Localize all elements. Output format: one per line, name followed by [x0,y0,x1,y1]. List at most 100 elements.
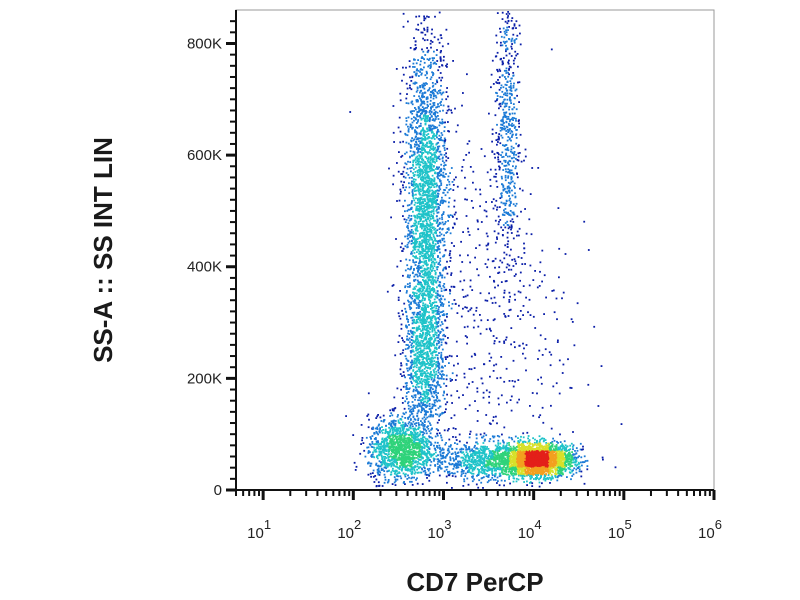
event-point [411,295,414,297]
event-point [367,473,370,476]
event-point [422,307,425,310]
event-point [420,215,423,218]
event-point [418,245,421,247]
event-point [426,171,429,174]
event-point [403,456,406,459]
event-point [428,242,431,245]
event-point [410,465,412,468]
event-point [569,448,572,451]
event-point [369,472,372,475]
event-point [443,390,445,393]
event-point [422,276,425,279]
event-point [421,295,424,298]
event-point [425,432,428,435]
event-point [414,257,417,259]
event-point [430,295,433,298]
event-point [454,107,456,110]
event-point [400,452,403,455]
event-point [399,99,402,102]
event-point [443,144,446,147]
event-point [424,325,427,328]
event-point [432,205,434,208]
event-point [431,356,434,359]
event-point [407,318,409,321]
event-point [419,184,422,187]
event-point [431,189,433,192]
event-point [433,158,435,161]
event-point [404,285,407,288]
event-point [422,184,425,187]
event-point [399,436,401,439]
event-point [412,453,414,456]
event-point [424,248,427,250]
event-point [397,449,400,452]
event-point [432,215,434,218]
event-point [416,468,418,471]
event-point [418,252,420,255]
event-point [434,191,437,194]
event-point [408,451,411,454]
event-point [433,178,436,181]
event-point [401,337,403,339]
event-point [423,416,426,419]
event-point [427,231,429,233]
event-point [422,223,425,226]
event-point [442,171,445,174]
event-point [440,303,442,306]
event-point [451,214,454,217]
event-point [411,446,414,449]
event-point [437,174,439,176]
event-point [421,307,423,309]
event-point [406,246,409,249]
event-point [410,202,413,205]
event-point [440,104,442,106]
event-point [426,344,429,347]
event-point [392,409,395,412]
event-point [439,446,441,449]
event-point [423,344,425,346]
event-point [400,424,402,427]
event-point [428,219,431,222]
event-point [435,63,438,65]
event-point [404,152,406,155]
event-point [395,454,398,457]
event-point [416,381,418,383]
event-point [416,257,419,260]
event-point [427,459,429,462]
event-point [442,104,445,107]
event-point [406,243,409,246]
event-point [395,435,397,438]
event-point [428,118,431,120]
event-point [446,231,449,233]
event-point [400,323,403,326]
event-point [410,330,412,333]
event-point [420,266,423,269]
event-point [427,192,430,194]
event-point [438,134,441,137]
event-point [422,102,424,104]
event-point [425,172,428,175]
event-point [436,336,438,339]
event-point [425,309,427,312]
event-point [429,360,431,362]
event-point [423,280,426,283]
event-point [431,337,433,340]
event-point [419,328,421,330]
event-point [415,442,418,444]
event-point [410,117,413,120]
event-point [399,438,402,440]
event-point [404,417,407,419]
event-point [387,463,390,466]
event-point [432,208,435,211]
event-point [431,143,434,145]
event-point [423,367,426,370]
event-point [421,261,423,263]
event-point [426,30,429,33]
event-point [394,457,396,459]
event-point [412,255,415,257]
event-point [418,370,421,373]
event-point [399,368,402,371]
event-point [412,313,415,316]
event-point [375,478,378,481]
event-point [416,355,418,358]
